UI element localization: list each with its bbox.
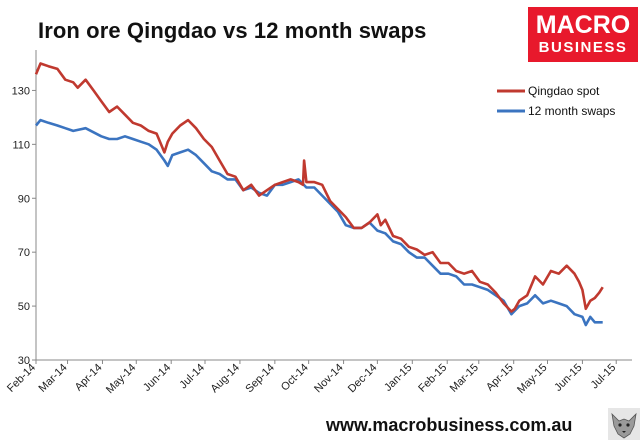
x-tick-label: Feb-15: [416, 362, 449, 395]
x-tick-label: Oct-14: [279, 362, 311, 394]
y-tick-label: 70: [18, 247, 30, 259]
series-line-qingdao-spot: [34, 62, 604, 313]
legend-label: Qingdao spot: [528, 84, 600, 98]
x-tick-label: Mar-15: [448, 362, 481, 395]
x-tick-label: Dec-14: [346, 362, 380, 396]
x-tick-label: Jun-15: [552, 362, 584, 394]
y-tick-label: 30: [18, 355, 30, 367]
legend: Qingdao spot 12 month swaps: [497, 84, 615, 118]
y-tick-label: 50: [18, 301, 30, 313]
x-tick-label: Mar-14: [37, 362, 70, 395]
x-tick-label: Apr-15: [484, 362, 516, 394]
x-tick-label: Apr-14: [73, 362, 105, 394]
x-tick-label: Jun-14: [141, 362, 173, 394]
x-tick-label: Aug-14: [208, 362, 242, 396]
y-tick-label: 110: [12, 139, 30, 151]
y-tick-label: 90: [18, 193, 30, 205]
x-tick-label: May-15: [515, 362, 549, 396]
legend-label: 12 month swaps: [528, 104, 615, 118]
footer-url[interactable]: www.macrobusiness.com.au: [326, 415, 573, 435]
y-tick-label: 130: [12, 85, 30, 97]
x-tick-label: Jul-15: [589, 362, 619, 392]
logo-line-1: MACRO: [535, 11, 631, 39]
macrobusiness-logo: MACRO BUSINESS: [528, 7, 638, 62]
chart-title: Iron ore Qingdao vs 12 month swaps: [38, 18, 427, 43]
logo-line-2: BUSINESS: [538, 39, 628, 56]
x-tick-label: Nov-14: [312, 362, 346, 396]
x-tick-label: May-14: [104, 362, 138, 396]
series-group: [34, 62, 604, 327]
x-tick-label: Jan-15: [382, 362, 414, 394]
wolf-logo-icon: [608, 408, 640, 440]
x-tick-label: Sep-14: [243, 362, 277, 396]
y-axis-ticks: 30 50 70 90 110 130: [12, 85, 36, 367]
series-line-12-month-swaps: [35, 118, 603, 327]
x-tick-label: Jul-14: [177, 362, 207, 392]
